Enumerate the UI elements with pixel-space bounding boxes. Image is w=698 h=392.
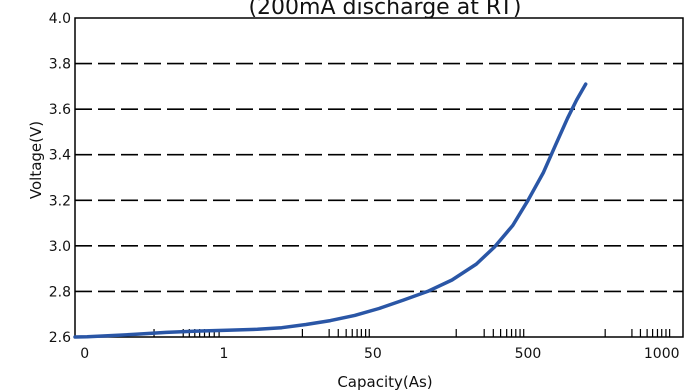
y-tick-label: 3.6 (49, 102, 71, 118)
y-tick-label: 3.0 (49, 239, 71, 255)
plot-frame (74, 17, 684, 338)
chart-title: (200mA discharge at RT) (248, 0, 521, 20)
y-tick-labels: 2.6 2.8 3.0 3.2 3.4 3.6 3.8 4.0 (49, 11, 71, 346)
gridlines (75, 62, 683, 293)
x-tick-label: 50 (364, 346, 382, 362)
x-tick-label: 500 (515, 346, 542, 362)
discharge-curve (73, 82, 588, 339)
y-tick-label: 3.8 (49, 57, 71, 73)
y-tick-label: 2.6 (49, 330, 71, 346)
y-tick-label: 4.0 (49, 11, 71, 27)
y-tick-label: 3.4 (49, 148, 71, 164)
y-axis-label: Voltage(V) (27, 121, 45, 199)
x-tick-label: 0 (80, 346, 89, 362)
x-tick-labels: 0 1 50 500 1000 (80, 346, 679, 362)
x-tick-label: 1000 (644, 346, 680, 362)
y-tick-label: 3.2 (49, 193, 71, 209)
x-tick-label: 1 (219, 346, 228, 362)
y-tick-label: 2.8 (49, 284, 71, 300)
x-axis-label: Capacity(As) (337, 373, 432, 391)
